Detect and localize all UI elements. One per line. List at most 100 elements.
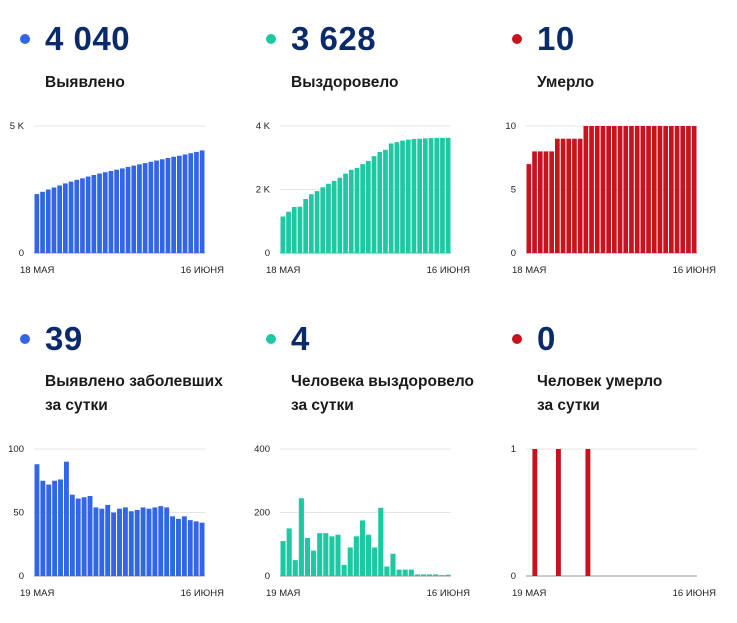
bar bbox=[651, 126, 657, 253]
bar bbox=[414, 574, 420, 576]
total-label: Выявлено bbox=[45, 74, 125, 91]
y-tick-label: 2 K bbox=[256, 185, 271, 196]
bar bbox=[348, 169, 354, 253]
bar bbox=[331, 180, 337, 253]
bar bbox=[134, 509, 140, 576]
bar bbox=[600, 126, 606, 253]
total-value: 4 040 bbox=[45, 20, 131, 57]
x-end-label: 16 ИЮНЯ bbox=[427, 588, 470, 599]
bar bbox=[396, 569, 402, 576]
bullet-icon bbox=[512, 34, 522, 44]
bar bbox=[532, 151, 537, 253]
bar bbox=[566, 138, 572, 253]
panel-detected: 4 040 Выявлено 0 5 K 18 МАЯ 16 ИЮНЯ bbox=[0, 0, 245, 300]
y-tick-label: 0 bbox=[511, 571, 516, 582]
bar bbox=[182, 154, 188, 253]
bar bbox=[34, 194, 40, 253]
bar bbox=[164, 507, 170, 576]
bar bbox=[440, 137, 445, 253]
bar bbox=[669, 126, 674, 253]
bar bbox=[543, 151, 549, 253]
y-tick-label: 50 bbox=[13, 508, 24, 519]
chart-daily-deaths: 0 1 19 МАЯ 16 ИЮНЯ bbox=[511, 444, 716, 599]
bar bbox=[320, 187, 326, 253]
bar bbox=[148, 161, 154, 253]
bar bbox=[674, 126, 680, 253]
bar bbox=[85, 176, 91, 253]
panel-daily-deaths: 0 Человек умерло за сутки 0 1 19 МАЯ 16 ИЮН… bbox=[492, 300, 737, 600]
bar bbox=[159, 159, 165, 253]
bar bbox=[187, 520, 193, 576]
bar bbox=[420, 574, 427, 576]
bar bbox=[80, 178, 85, 253]
bar bbox=[40, 191, 45, 253]
bullet-icon bbox=[20, 34, 30, 44]
bar bbox=[102, 172, 108, 253]
bar bbox=[646, 126, 651, 253]
bar bbox=[140, 507, 146, 576]
bar bbox=[51, 187, 57, 253]
bar bbox=[408, 569, 414, 576]
bullet-icon bbox=[266, 34, 276, 44]
bar bbox=[585, 449, 591, 576]
bar bbox=[402, 569, 408, 576]
bar bbox=[445, 574, 451, 576]
x-end-label: 16 ИЮНЯ bbox=[181, 588, 224, 599]
bar bbox=[170, 516, 176, 576]
bar bbox=[154, 160, 159, 253]
bar bbox=[40, 480, 46, 576]
bar bbox=[353, 536, 359, 576]
daily-label: Человека выздоровело за сутки bbox=[291, 373, 475, 414]
bar bbox=[411, 139, 417, 253]
bar bbox=[317, 533, 323, 576]
total-value: 10 bbox=[537, 20, 575, 57]
y-tick-label: 0 bbox=[511, 248, 516, 259]
bar bbox=[177, 155, 182, 253]
bar bbox=[427, 574, 433, 576]
bar bbox=[663, 126, 668, 253]
bar bbox=[434, 137, 440, 253]
bar bbox=[400, 140, 405, 253]
bar bbox=[555, 138, 560, 253]
bar bbox=[323, 533, 329, 576]
bar bbox=[117, 508, 122, 576]
bar bbox=[433, 574, 439, 576]
bar bbox=[69, 494, 75, 576]
panel-daily-detected: 39 Выявлено заболевших за сутки 0 50 100 19… bbox=[0, 300, 245, 600]
bar bbox=[303, 199, 308, 253]
bar bbox=[81, 497, 87, 576]
bar bbox=[108, 170, 114, 253]
bar bbox=[354, 167, 360, 253]
bar bbox=[691, 126, 697, 253]
bar bbox=[176, 518, 181, 576]
chart-recovered: 0 2 K 4 K 18 МАЯ 16 ИЮНЯ bbox=[256, 121, 470, 276]
bar bbox=[634, 126, 640, 253]
bar bbox=[99, 508, 105, 576]
bar bbox=[617, 126, 623, 253]
bar bbox=[335, 534, 341, 576]
bar bbox=[384, 566, 390, 576]
bar bbox=[93, 507, 99, 576]
bar bbox=[366, 160, 371, 253]
bar bbox=[125, 166, 131, 253]
chart-daily-recovered: 0 200 400 19 МАЯ 16 ИЮНЯ bbox=[254, 444, 470, 599]
panel-daily-recovered: 4 Человека выздоровело за сутки 0 200 400 1… bbox=[246, 300, 491, 600]
bar bbox=[171, 156, 176, 253]
bar bbox=[347, 547, 353, 576]
bar bbox=[686, 126, 691, 253]
bar bbox=[445, 137, 451, 253]
x-start-label: 19 МАЯ bbox=[512, 588, 546, 599]
bar bbox=[526, 164, 532, 253]
bar bbox=[120, 168, 125, 253]
y-tick-label: 0 bbox=[19, 248, 24, 259]
bar bbox=[314, 191, 320, 253]
bar bbox=[388, 143, 394, 253]
x-start-label: 19 МАЯ bbox=[266, 588, 300, 599]
x-end-label: 16 ИЮНЯ bbox=[673, 588, 716, 599]
bar bbox=[366, 534, 372, 576]
bar bbox=[532, 449, 538, 576]
bar bbox=[188, 153, 194, 253]
bar bbox=[390, 553, 396, 576]
bullet-icon bbox=[20, 334, 30, 344]
y-tick-label: 400 bbox=[254, 444, 270, 455]
